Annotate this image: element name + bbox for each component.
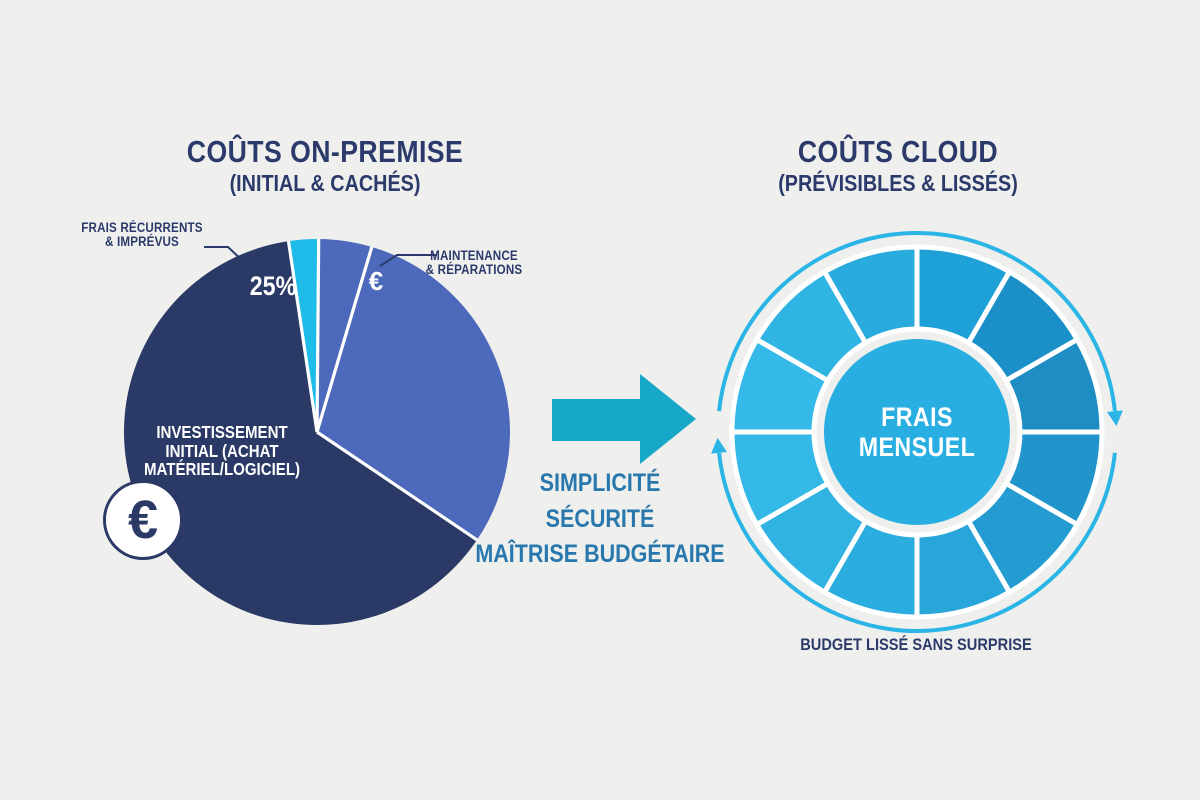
callout-line: MAINTENANCE [430, 248, 518, 263]
cycle-ring-arrowhead-left [711, 437, 728, 454]
slice-label-line: MATÉRIEL/LOGICIEL) [143, 459, 301, 480]
euro-coin-icon: € [103, 480, 183, 560]
wheel-center-label: FRAIS MENSUEL [831, 402, 1003, 462]
wheel-caption: BUDGET LISSÉ SANS SURPRISE [800, 635, 1032, 654]
wheel-center-line: FRAIS [881, 402, 953, 432]
cycle-ring-arrowhead-right [1106, 410, 1123, 427]
pie-separator-3 [316, 430, 478, 542]
pie-separator-1 [315, 238, 321, 433]
slice-label-line: INITIAL (ACHAT [165, 440, 279, 461]
wheel-center-line: MENSUEL [858, 432, 976, 462]
leader-line-maintenance [379, 254, 437, 267]
pie-euro-symbol: € [368, 266, 384, 296]
onpremise-title: COÛTS ON-PREMISE [186, 134, 464, 169]
callout-line: & IMPRÉVUS [105, 233, 179, 249]
pie-slice-3 [123, 241, 478, 626]
cycle-ring-arc-top [717, 230, 1117, 412]
cloud-subtitle: (PRÉVISIBLES & LISSÉS) [778, 170, 1018, 196]
callout-maintenance: MAINTENANCE & RÉPARATIONS [405, 249, 543, 276]
flow-arrow-icon [552, 374, 696, 464]
leader-line-frais-recurrents [204, 246, 246, 264]
callout-line: FRAIS RÉCURRENTS [81, 220, 203, 235]
benefits-list: SIMPLICITÉ SÉCURITÉ MAÎTRISE BUDGÉTAIRE [471, 466, 729, 573]
euro-coin-symbol: € [127, 490, 159, 550]
cycle-ring-arc-bottom [717, 452, 1117, 634]
wheel-center-circle [824, 339, 1010, 525]
benefit-item: SÉCURITÉ [545, 504, 655, 533]
onpremise-subtitle: (INITIAL & CACHÉS) [229, 170, 421, 196]
pie-slice-2 [317, 246, 510, 540]
pie-percent-label: 25% [249, 271, 297, 301]
pie-slice-label-investissement: INVESTISSEMENT INITIAL (ACHAT MATÉRIEL/L… [136, 423, 308, 479]
pie-separator-2 [315, 246, 374, 433]
benefit-item: MAÎTRISE BUDGÉTAIRE [475, 540, 725, 568]
pie-separator-0 [286, 240, 319, 433]
cloud-title: COÛTS CLOUD [797, 134, 999, 169]
callout-frais-recurrents: FRAIS RÉCURRENTS & IMPRÉVUS [73, 221, 211, 248]
callout-line: & RÉPARATIONS [425, 261, 523, 277]
benefit-item: SIMPLICITÉ [539, 469, 661, 497]
wheel-segment-11 [822, 244, 920, 346]
slice-label-line: INVESTISSEMENT [156, 422, 288, 442]
